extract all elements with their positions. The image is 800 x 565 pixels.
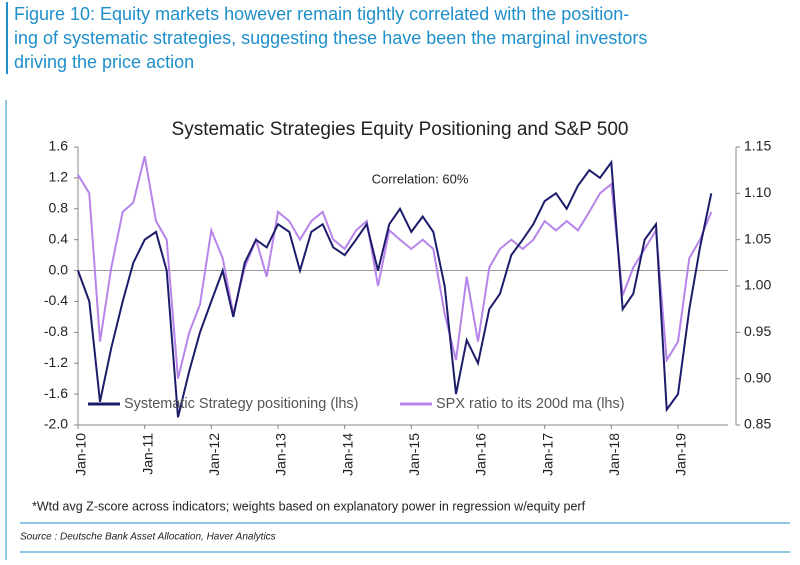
x-tick-label: Jan-12 [206,433,222,476]
y2-tick-label: 1.00 [744,277,771,293]
x-tick-label: Jan-18 [606,433,622,476]
y2-tick-label: 1.05 [744,230,771,246]
annotation: Correlation: 60% [372,171,469,186]
header-line: driving the price action [14,52,195,72]
x-tick-label: Jan-17 [539,433,555,476]
x-tick-label: Jan-19 [673,433,689,476]
legend-label: SPX ratio to its 200d ma (lhs) [436,396,625,412]
x-tick-label: Jan-15 [406,433,422,476]
x-tick-label: Jan-14 [339,433,355,476]
y-tick-label: -0.4 [44,292,68,308]
x-tick-label: Jan-13 [273,433,289,476]
y-tick-label: -2.0 [44,416,68,432]
x-tick-label: Jan-11 [139,433,155,475]
y-tick-label: 1.6 [49,138,69,154]
y-tick-label: 0.8 [49,199,69,215]
chart-title: Systematic Strategies Equity Positioning… [172,119,629,140]
y-tick-label: -0.8 [44,323,68,339]
y2-tick-label: 1.10 [744,184,771,200]
footnote: *Wtd avg Z-score across indicators; weig… [32,499,586,513]
y-tick-label: 0.4 [49,230,69,246]
y2-tick-label: 0.95 [744,323,771,339]
y-tick-label: -1.2 [44,354,68,370]
source: Source : Deutsche Bank Asset Allocation,… [20,532,276,543]
legend-label: Systematic Strategy positioning (lhs) [124,396,359,412]
y-tick-label: -1.6 [44,385,68,401]
y-tick-label: 0.0 [49,261,69,277]
y-tick-label: 1.2 [49,169,69,185]
header-line: Figure 10: Equity markets however remain… [14,4,630,24]
x-tick-label: Jan-10 [73,433,89,476]
y2-tick-label: 0.90 [744,369,771,385]
header-line: ing of systematic strategies, suggesting… [14,28,648,48]
header: Figure 10: Equity markets however remain… [6,2,794,74]
y2-tick-label: 0.85 [744,416,771,432]
series-line [77,159,713,418]
y2-tick-label: 1.15 [744,138,771,154]
x-tick-label: Jan-16 [473,433,489,476]
series-line [77,156,713,379]
